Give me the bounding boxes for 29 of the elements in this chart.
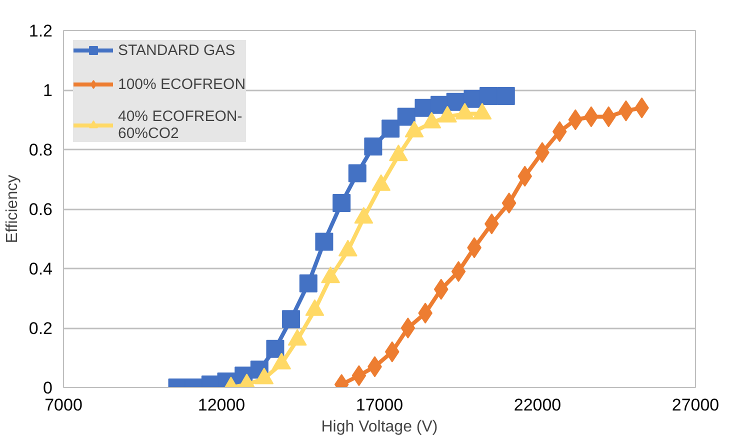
x-tick-label: 17000 (356, 396, 404, 414)
y-tick-label: 0.8 (28, 140, 53, 160)
y-tick-label: 0.2 (28, 319, 53, 338)
y-tick-label: 0.4 (28, 260, 53, 278)
point (400, 318, 416, 338)
point (299, 274, 318, 292)
point (282, 310, 300, 328)
x-tick-label: 7000 (44, 396, 82, 414)
point (382, 120, 400, 138)
legend-label: STANDARD GAS (118, 42, 236, 58)
y-tick-label: 0.6 (28, 200, 53, 219)
x-axis-title: High Voltage (V) (321, 418, 438, 436)
legend-label: 40% ECOFREON-60%CO2 (118, 108, 242, 142)
point (266, 340, 284, 358)
y-axis-title: Efficiency (4, 174, 21, 244)
y-tick-label: 0 (43, 378, 53, 398)
x-tick-label: 12000 (198, 396, 246, 414)
point (480, 86, 498, 105)
point (364, 138, 382, 156)
y-tick-label: 1 (43, 81, 53, 100)
point (332, 194, 351, 212)
point (315, 232, 334, 251)
point (397, 108, 416, 126)
x-tick-label: 22000 (514, 396, 562, 414)
point (496, 86, 515, 105)
x-tick-label: 27000 (672, 396, 720, 414)
legend-label: 100% ECOFREON (118, 76, 246, 92)
point (348, 164, 366, 182)
y-tick-label: 1.2 (28, 22, 53, 40)
